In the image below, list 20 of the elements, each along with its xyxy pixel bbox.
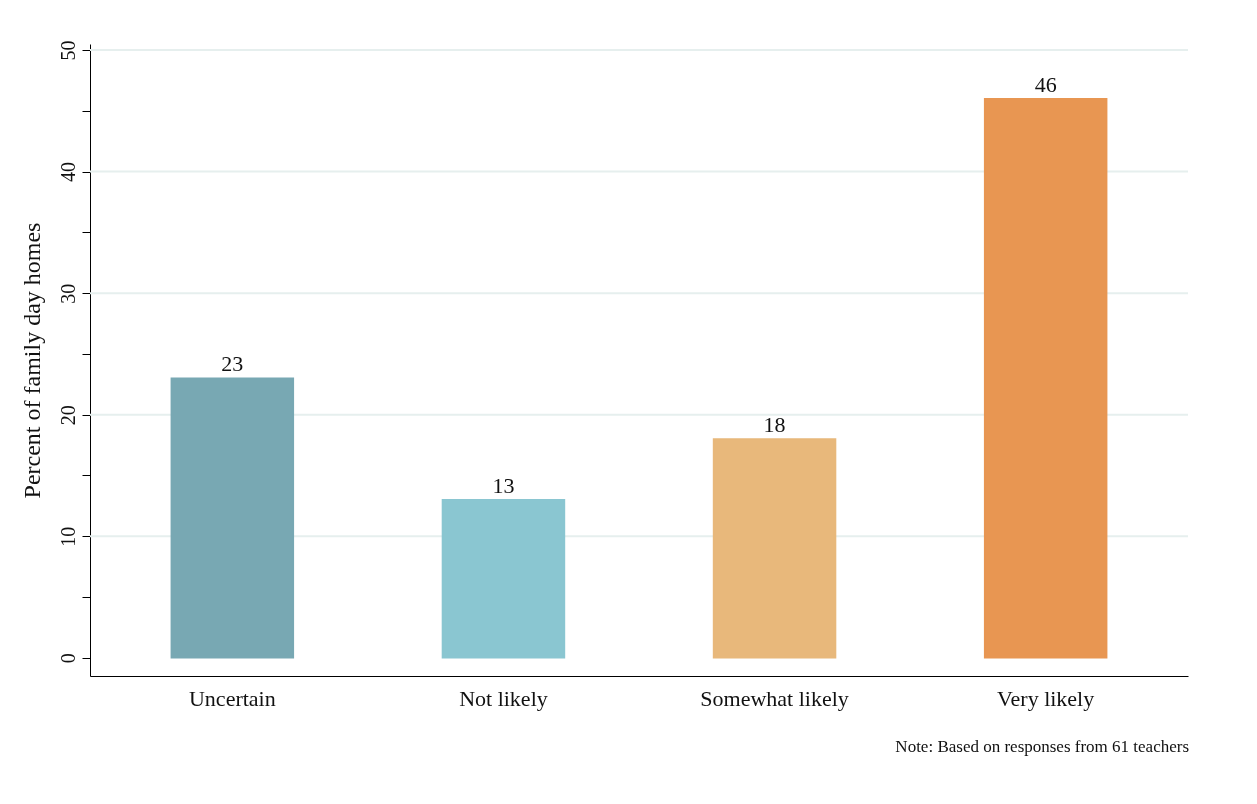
y-tick-label: 40 bbox=[56, 162, 79, 183]
y-tick-label: 30 bbox=[56, 283, 79, 304]
data-label: 46 bbox=[1034, 71, 1057, 97]
text: Note: Based on responses from 61 teachers bbox=[895, 737, 1189, 756]
bar bbox=[441, 499, 566, 659]
x-tick-label: Uncertain bbox=[188, 685, 276, 711]
bar bbox=[170, 377, 295, 659]
bar bbox=[983, 97, 1108, 659]
bar bbox=[712, 438, 837, 659]
y-tick-label: 50 bbox=[56, 40, 79, 61]
x-tick-label: Very likely bbox=[997, 685, 1095, 711]
data-label: 23 bbox=[221, 351, 244, 377]
y-tick-label: 10 bbox=[56, 526, 79, 547]
y-tick-label: 0 bbox=[56, 653, 79, 664]
data-label: 13 bbox=[492, 472, 515, 498]
y-tick-label: 20 bbox=[56, 405, 79, 426]
x-tick-label: Somewhat likely bbox=[700, 685, 849, 711]
data-label: 18 bbox=[763, 412, 786, 437]
x-tick-label: Not likely bbox=[459, 685, 548, 711]
y-axis-title: Percent of family day homes bbox=[18, 222, 45, 499]
